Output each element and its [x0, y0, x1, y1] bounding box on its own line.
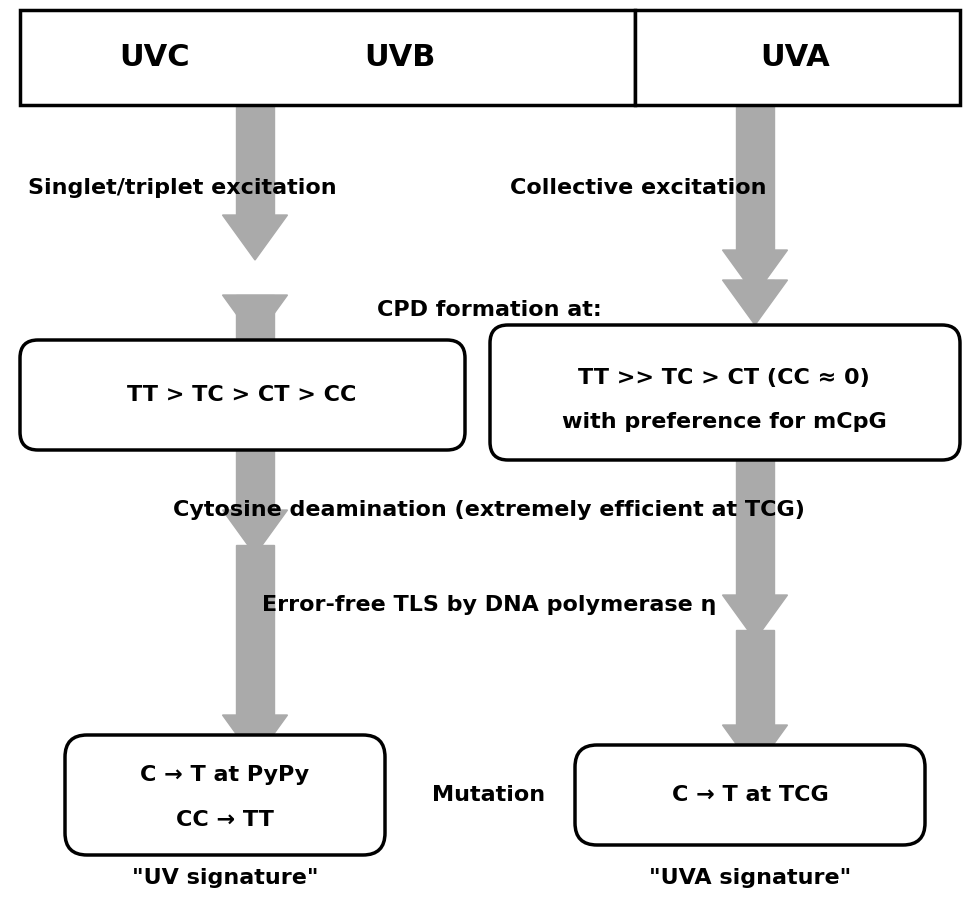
Text: Cytosine deamination (extremely efficient at TCG): Cytosine deamination (extremely efficien… — [173, 500, 804, 520]
Polygon shape — [222, 510, 288, 555]
Polygon shape — [722, 595, 786, 640]
Text: Collective excitation: Collective excitation — [510, 178, 766, 198]
Bar — [735, 280, 774, 285]
Bar — [236, 295, 274, 355]
FancyBboxPatch shape — [65, 735, 384, 855]
Text: CPD formation at:: CPD formation at: — [377, 300, 600, 320]
Text: Singlet/triplet excitation: Singlet/triplet excitation — [28, 178, 336, 198]
Text: UVB: UVB — [364, 43, 435, 71]
Text: Mutation: Mutation — [432, 785, 545, 805]
FancyBboxPatch shape — [20, 340, 465, 450]
Polygon shape — [222, 215, 288, 260]
Bar — [20, 10, 635, 105]
Bar — [635, 10, 959, 105]
Bar — [236, 545, 274, 715]
Polygon shape — [222, 715, 288, 760]
Text: C → T at TCG: C → T at TCG — [671, 785, 827, 805]
Bar — [735, 460, 774, 595]
Text: with preference for mCpG: with preference for mCpG — [561, 412, 885, 432]
Polygon shape — [722, 725, 786, 770]
Bar — [236, 105, 274, 215]
Text: C → T at PyPy: C → T at PyPy — [140, 765, 309, 785]
Text: TT >> TC > CT (CC ≈ 0): TT >> TC > CT (CC ≈ 0) — [578, 368, 869, 388]
Bar — [735, 105, 774, 250]
Text: "UVA signature": "UVA signature" — [648, 868, 850, 888]
Text: UVA: UVA — [759, 43, 829, 71]
Bar — [735, 630, 774, 725]
Text: Error-free TLS by DNA polymerase η: Error-free TLS by DNA polymerase η — [261, 595, 716, 615]
Text: UVC: UVC — [119, 43, 190, 71]
Bar — [236, 450, 274, 510]
FancyBboxPatch shape — [574, 745, 924, 845]
FancyBboxPatch shape — [490, 325, 959, 460]
Polygon shape — [222, 295, 288, 340]
Text: "UV signature": "UV signature" — [132, 868, 318, 888]
Text: TT > TC > CT > CC: TT > TC > CT > CC — [127, 385, 356, 405]
Polygon shape — [722, 280, 786, 325]
Polygon shape — [722, 250, 786, 295]
Text: CC → TT: CC → TT — [176, 810, 274, 830]
